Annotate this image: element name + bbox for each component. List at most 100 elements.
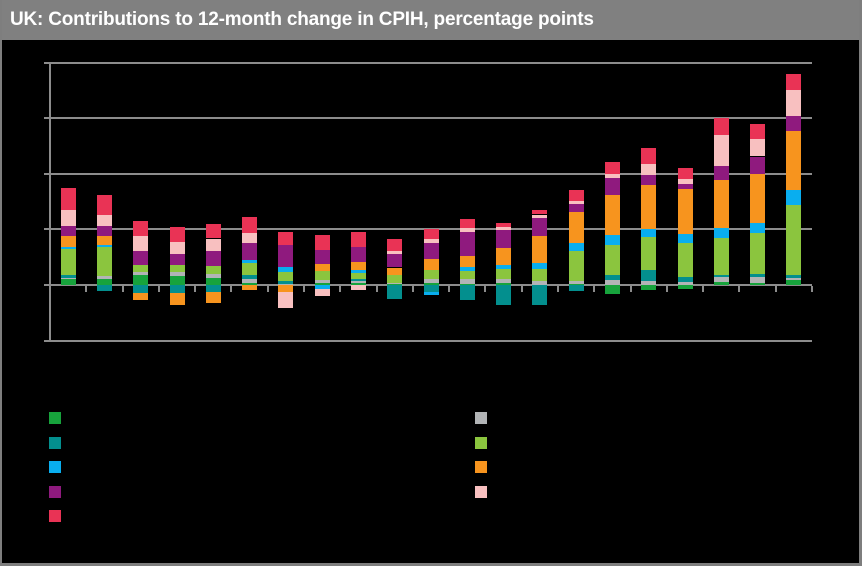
bar-segment-purple bbox=[133, 251, 148, 265]
y-axis-tick bbox=[44, 228, 50, 230]
bar-segment-light-green bbox=[133, 265, 148, 272]
frame-right-border bbox=[859, 0, 862, 566]
bar-segment-blue bbox=[61, 247, 76, 249]
bar-segment-gray bbox=[714, 277, 729, 282]
bar-segment-purple bbox=[786, 116, 801, 131]
bar-segment-light-green bbox=[714, 238, 729, 275]
bar-segment-green bbox=[750, 283, 765, 285]
bar-segment-light-green bbox=[641, 237, 656, 270]
bar-segment-blue bbox=[496, 265, 511, 269]
x-axis-tick bbox=[811, 286, 813, 292]
bar-segment-pink bbox=[278, 292, 293, 308]
bar-segment-orange bbox=[387, 268, 402, 275]
bar-segment-red bbox=[424, 229, 439, 239]
bar-segment-green bbox=[351, 283, 366, 285]
bar-segment-blue bbox=[351, 270, 366, 273]
bar-segment-gray bbox=[569, 281, 584, 284]
bar-segment-blue bbox=[532, 263, 547, 269]
bar-segment-green bbox=[460, 284, 475, 285]
bar-segment-green bbox=[424, 283, 439, 285]
x-axis-tick bbox=[158, 286, 160, 292]
bar-segment-pink bbox=[351, 285, 366, 290]
bar-segment-gray bbox=[278, 284, 293, 285]
bar-segment-red bbox=[641, 148, 656, 164]
bar-segment-teal bbox=[97, 285, 112, 291]
bar-segment-orange bbox=[424, 259, 439, 270]
bar-segment-gray bbox=[460, 279, 475, 284]
bar-segment-red bbox=[242, 217, 257, 233]
bar-segment-green bbox=[786, 280, 801, 285]
y-axis-line bbox=[49, 62, 51, 342]
bar-segment-orange bbox=[61, 236, 76, 247]
bar-segment-orange bbox=[351, 262, 366, 270]
bar-segment-teal bbox=[61, 275, 76, 278]
bar-segment-orange bbox=[532, 236, 547, 263]
bar-segment-purple bbox=[351, 247, 366, 262]
bar-segment-green bbox=[315, 283, 330, 285]
legend-swatch-pink bbox=[475, 486, 487, 498]
bar-segment-pink bbox=[786, 90, 801, 116]
bar-segment-purple bbox=[61, 226, 76, 236]
x-axis-tick bbox=[267, 286, 269, 292]
bar-segment-orange bbox=[206, 292, 221, 303]
bar-segment-purple bbox=[387, 254, 402, 267]
x-axis-tick bbox=[49, 286, 51, 292]
gridline bbox=[50, 62, 812, 64]
bar-segment-teal bbox=[133, 285, 148, 293]
bar-segment-light-green bbox=[387, 275, 402, 283]
bar-segment-teal bbox=[605, 275, 620, 280]
bar-segment-light-green bbox=[605, 245, 620, 275]
x-axis-tick bbox=[412, 286, 414, 292]
x-axis-tick bbox=[85, 286, 87, 292]
bar-segment-blue bbox=[242, 260, 257, 263]
bar-segment-orange bbox=[278, 285, 293, 292]
bar-segment-green bbox=[641, 285, 656, 290]
bar-segment-teal bbox=[278, 281, 293, 284]
bar-segment-purple bbox=[750, 157, 765, 174]
bar-segment-gray bbox=[315, 280, 330, 283]
bar-segment-purple bbox=[678, 184, 693, 189]
bar-segment-pink bbox=[532, 215, 547, 218]
legend-swatch-purple bbox=[49, 486, 61, 498]
bar-segment-pink bbox=[714, 135, 729, 166]
x-axis-tick bbox=[557, 286, 559, 292]
legend-swatch-light-green bbox=[475, 437, 487, 449]
x-axis-tick bbox=[194, 286, 196, 292]
bar-segment-red bbox=[605, 162, 620, 174]
bar-segment-red bbox=[315, 235, 330, 250]
bar-segment-red bbox=[532, 210, 547, 214]
bar-segment-purple bbox=[206, 251, 221, 266]
bar-segment-purple bbox=[424, 243, 439, 259]
bar-segment-light-green bbox=[678, 243, 693, 277]
x-axis-tick bbox=[303, 286, 305, 292]
legend-swatch-gray bbox=[475, 412, 487, 424]
bar-segment-green bbox=[496, 283, 511, 285]
bar-segment-light-green bbox=[61, 249, 76, 275]
frame-left-border bbox=[0, 0, 2, 566]
x-axis-tick bbox=[339, 286, 341, 292]
bar-segment-red bbox=[750, 124, 765, 139]
bar-segment-red bbox=[786, 74, 801, 90]
x-axis-tick bbox=[775, 286, 777, 292]
gridline bbox=[50, 117, 812, 119]
bar-segment-teal bbox=[569, 285, 584, 291]
bar-segment-orange bbox=[678, 189, 693, 234]
bar-segment-pink bbox=[242, 233, 257, 243]
bar-segment-blue bbox=[786, 190, 801, 205]
bar-segment-teal bbox=[460, 285, 475, 300]
bar-segment-blue bbox=[97, 245, 112, 247]
bar-segment-purple bbox=[278, 245, 293, 267]
bar-segment-teal bbox=[206, 285, 221, 292]
bar-segment-gray bbox=[206, 274, 221, 278]
bar-segment-gray bbox=[351, 281, 366, 283]
bar-segment-blue bbox=[424, 292, 439, 295]
x-axis-tick bbox=[448, 286, 450, 292]
chart-title-bar: UK: Contributions to 12-month change in … bbox=[2, 0, 859, 40]
bar-segment-blue bbox=[714, 228, 729, 238]
bar-segment-pink bbox=[678, 179, 693, 184]
bar-segment-teal bbox=[496, 285, 511, 305]
bar-segment-gray bbox=[133, 272, 148, 275]
bar-segment-teal bbox=[678, 277, 693, 282]
x-axis-tick bbox=[484, 286, 486, 292]
bar-segment-light-green bbox=[496, 269, 511, 279]
